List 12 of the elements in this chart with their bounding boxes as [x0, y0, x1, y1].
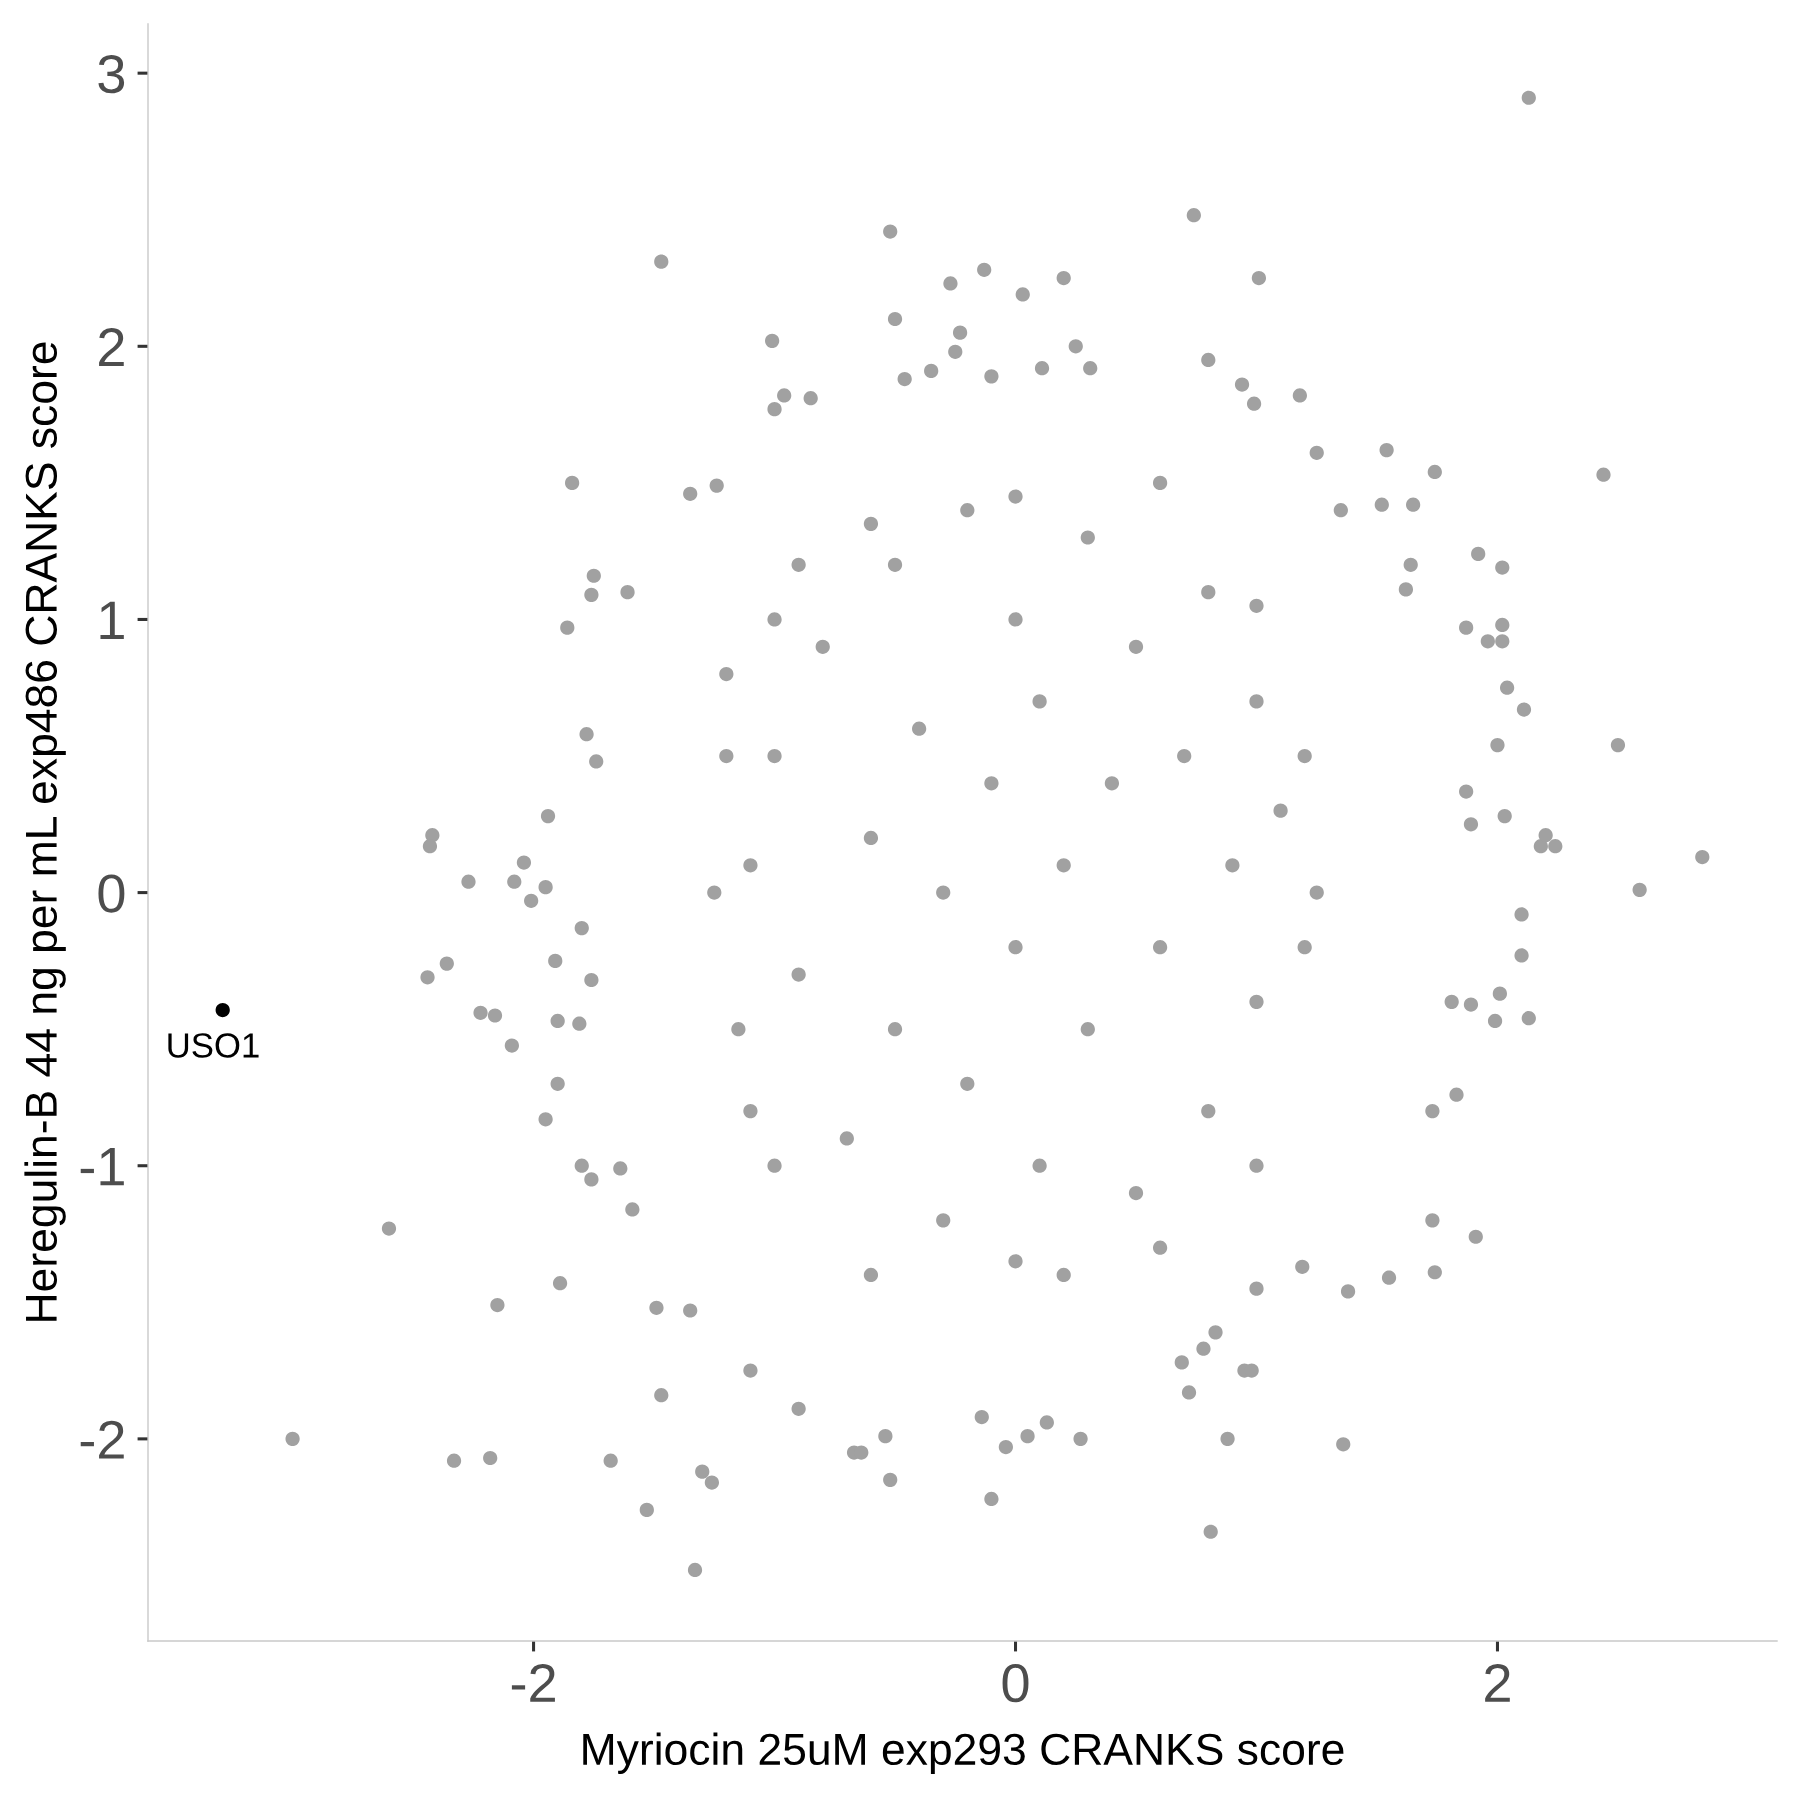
- y-tick-label: 0: [98, 874, 125, 913]
- y-tick-label: -1: [80, 1148, 124, 1186]
- x-axis-title: Myriocin 25uM exp293 CRANKS score: [583, 1732, 1344, 1774]
- y-tick-label: 2: [99, 328, 124, 366]
- x-tick-label: 0: [1002, 1663, 1029, 1703]
- annotation: USO1: [168, 1033, 259, 1058]
- y-axis-title: Heregulin-B 44 ng per mL exp486 CRANKS score: [24, 342, 66, 1321]
- y-tick-label: -2: [80, 1420, 124, 1459]
- y-tick-label: 1: [100, 601, 124, 640]
- x-tick-label: -2: [511, 1663, 555, 1702]
- x-tick-label: 2: [1485, 1663, 1510, 1702]
- y-tick-label: 3: [98, 54, 125, 94]
